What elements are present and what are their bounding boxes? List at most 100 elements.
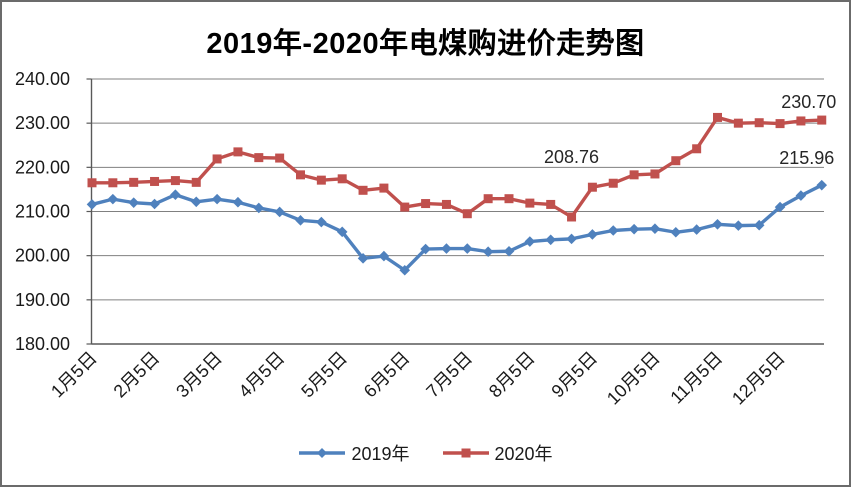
series-1-marker — [191, 177, 201, 187]
series-1-marker — [337, 174, 347, 184]
series-1-marker — [212, 154, 222, 164]
series-0-marker — [607, 225, 619, 236]
series-0-marker — [170, 189, 181, 201]
series-1-marker — [150, 176, 160, 186]
y-tick-label: 180.00 — [15, 334, 70, 354]
y-tick-label: 230.00 — [15, 113, 70, 133]
chart-title: 2019年-2020年电煤购进价走势图 — [206, 28, 645, 60]
x-tick-label: 4月5日 — [235, 348, 289, 402]
series-0-marker — [274, 206, 285, 218]
y-tick-label: 220.00 — [15, 157, 70, 177]
series-1-marker — [441, 199, 451, 209]
series-0-marker — [482, 246, 494, 257]
series-0-marker — [420, 243, 431, 255]
series-0-marker — [295, 215, 306, 226]
series-0-marker — [211, 193, 223, 205]
series-1-marker — [504, 194, 514, 204]
legend-item-2019: 2019年 — [298, 440, 410, 466]
series-0-marker — [566, 233, 577, 245]
series-1-marker — [775, 119, 785, 129]
series-1-marker — [796, 116, 806, 126]
series-1-marker — [170, 176, 180, 186]
line-diamond-swatch-icon — [298, 446, 346, 460]
series-1-marker — [587, 182, 597, 192]
series-1-marker — [129, 177, 139, 187]
series-1-marker — [462, 209, 472, 219]
series-0-marker — [190, 196, 202, 208]
series-1-marker — [483, 194, 493, 204]
x-tick-label: 3月5日 — [172, 348, 226, 402]
series-0-marker — [503, 245, 515, 257]
series-0-marker — [545, 234, 556, 246]
series-0-marker — [733, 220, 744, 231]
series-0-marker — [316, 216, 327, 228]
series-1-marker — [692, 144, 702, 154]
legend-item-2020: 2020年 — [442, 440, 553, 466]
series-0-marker — [816, 179, 828, 191]
series-0-marker — [253, 202, 265, 214]
series-1-marker — [754, 118, 764, 128]
x-tick-label: 8月5日 — [485, 348, 539, 402]
series-1-marker — [400, 202, 410, 212]
series-1-marker — [608, 178, 618, 188]
series-0-marker — [378, 250, 390, 262]
series-0-marker — [357, 253, 369, 264]
series-0-marker — [232, 196, 244, 208]
series-1-marker — [629, 170, 639, 180]
series-0-marker — [753, 219, 765, 231]
series-1-marker — [713, 112, 722, 122]
series-0-marker — [107, 193, 119, 205]
legend: 2019年 2020年 — [2, 440, 849, 466]
data-label: 215.96 — [779, 148, 834, 168]
series-1-marker — [233, 147, 243, 157]
y-tick-label: 240.00 — [15, 69, 70, 89]
series-1-marker — [671, 156, 681, 166]
series-1-marker — [108, 178, 118, 188]
y-tick-label: 190.00 — [15, 290, 70, 310]
series-0-marker — [795, 190, 807, 201]
series-0-marker — [399, 264, 411, 276]
x-tick-label: 10月5日 — [603, 348, 664, 409]
series-1-marker — [525, 198, 535, 208]
x-tick-label: 6月5日 — [360, 348, 414, 402]
series-0-marker — [441, 243, 452, 254]
series-1-marker — [546, 199, 556, 209]
series-1-marker — [567, 212, 577, 222]
series-1-marker — [254, 153, 264, 163]
x-tick-label: 2月5日 — [110, 348, 164, 402]
data-label: 230.70 — [781, 92, 836, 112]
series-0-marker — [774, 201, 786, 213]
series-1-marker — [358, 185, 368, 195]
x-tick-label: 12月5日 — [728, 348, 789, 409]
y-tick-label: 200.00 — [15, 246, 70, 266]
series-1-marker — [87, 178, 97, 188]
series-0-marker — [149, 198, 160, 210]
series-0-marker — [628, 223, 640, 235]
series-1-marker — [296, 170, 305, 180]
line-square-swatch-icon — [442, 446, 490, 460]
y-tick-label: 210.00 — [15, 202, 70, 222]
series-0-marker — [462, 243, 473, 254]
series-0-marker — [670, 226, 682, 238]
series-0-marker — [712, 219, 723, 230]
series-1-marker — [275, 153, 285, 163]
data-label: 208.76 — [544, 147, 599, 167]
series-1-marker — [650, 169, 660, 179]
series-0-marker — [524, 236, 536, 247]
x-tick-label: 9月5日 — [547, 348, 601, 402]
x-tick-label: 5月5日 — [297, 348, 351, 402]
series-0-marker — [587, 229, 598, 240]
series-1-marker — [316, 175, 326, 185]
legend-label-2019: 2019年 — [351, 444, 410, 464]
legend-label-2020: 2020年 — [494, 444, 553, 464]
series-0-marker — [336, 226, 348, 238]
series-0-marker — [128, 197, 139, 208]
x-tick-label: 11月5日 — [666, 348, 726, 408]
series-1-marker — [817, 115, 827, 125]
series-1-marker — [379, 183, 389, 193]
series-0-marker — [86, 199, 98, 210]
series-1-marker — [733, 118, 743, 128]
series-1-marker — [421, 199, 431, 209]
